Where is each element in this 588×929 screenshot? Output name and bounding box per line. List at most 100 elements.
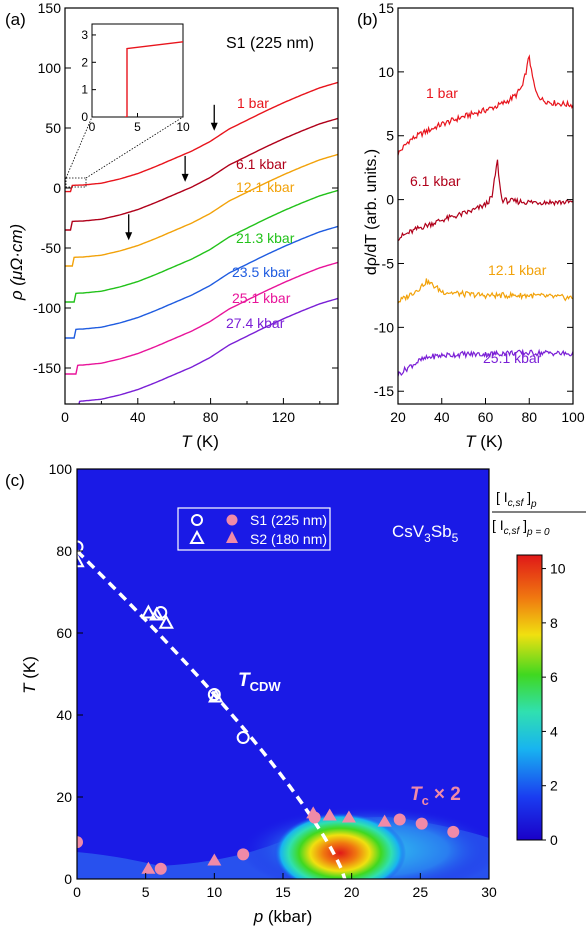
a-y-tick-label-0: -150 xyxy=(33,360,61,376)
inset-y-tick-label-0: 0 xyxy=(81,110,88,124)
panel-b-y-axis-label: dρ/dT (arb. units.) xyxy=(363,149,380,275)
resistivity-curve-2 xyxy=(65,153,338,267)
inset-y-tick-label-1: 1 xyxy=(81,83,88,97)
inset-x-tick-label-0: 0 xyxy=(89,120,96,134)
panel-a-sample-annotation: S1 (225 nm) xyxy=(226,35,314,52)
b-series-label-1: 6.1 kbar xyxy=(410,173,461,189)
b-x-tick-label-1: 40 xyxy=(434,409,450,425)
inset-x-tick-label-2: 10 xyxy=(176,120,190,134)
cb-tick-label-5: 10 xyxy=(550,561,566,577)
panel-a-series-labels: 1 bar 6.1 kbar 12.1 kbar 21.3 kbar 23.5 kbar… xyxy=(226,95,295,331)
a-series-label-0: 1 bar xyxy=(237,95,269,111)
inset-frame xyxy=(91,23,184,118)
derivative-curve-2 xyxy=(398,278,573,304)
tc-label: Tc × 2 xyxy=(410,784,461,808)
c-x-tick-label-2: 10 xyxy=(207,884,223,900)
panel-b-series xyxy=(398,54,573,377)
panel-c-legend: S1 (225 nm) S2 (180 nm) xyxy=(177,507,331,551)
tc-s1-point-5 xyxy=(415,817,428,830)
cb-tick-label-0: 0 xyxy=(550,832,558,848)
panel-a-frame xyxy=(64,7,339,405)
a-series-label-6: 27.4 kbar xyxy=(226,315,285,331)
legend-s1-open-circle xyxy=(191,514,203,526)
inset-y-tick-label-3: 3 xyxy=(81,28,88,42)
a-x-tick-label-3: 120 xyxy=(272,409,296,425)
tc-s1-point-2 xyxy=(237,848,250,861)
panel-c-markers xyxy=(77,540,460,875)
c-y-tick-label-2: 40 xyxy=(56,707,72,723)
a-series-label-5: 25.1 kbar xyxy=(232,290,291,306)
tcdw-label: TCDW xyxy=(238,670,281,694)
tc-s2-point-5 xyxy=(377,814,392,827)
a-y-tick-label-6: 150 xyxy=(38,0,62,16)
panel-b: (b) 20 40 60 80 100 -15 -10 -5 0 5 10 15 1 bar 6.1 k… xyxy=(357,0,585,451)
legend-s2-open-triangle xyxy=(189,529,205,544)
a-series-label-4: 23.5 kbar xyxy=(232,264,291,280)
inset-connector-right xyxy=(85,116,184,179)
colorbar-gradient xyxy=(516,554,543,841)
tcdw-s2-point-3 xyxy=(158,614,174,629)
a-x-tick-label-0: 0 xyxy=(61,409,69,425)
tc-s1-point-6 xyxy=(447,825,460,838)
c-y-tick-label-5: 100 xyxy=(49,461,73,477)
a-y-tick-label-1: -100 xyxy=(33,300,61,316)
b-series-label-3: 25.1 kbar xyxy=(483,350,542,366)
legend-s1-filled-circle xyxy=(226,514,238,526)
heatmap-hotspot xyxy=(274,813,406,879)
panel-c-y-axis-label: T (K) xyxy=(20,656,39,694)
b-x-tick-label-3: 80 xyxy=(521,409,537,425)
tc-s2-point-3 xyxy=(322,808,337,821)
c-x-tick-label-5: 25 xyxy=(413,884,429,900)
tcdw-s2-point-0 xyxy=(77,553,85,568)
cdw-arrow-head-0 xyxy=(210,122,218,131)
panel-c-x-axis-label: p (kbar) xyxy=(253,907,313,926)
b-y-tick-label-5: 10 xyxy=(378,64,394,80)
tcdw-s2-point-2 xyxy=(148,606,165,621)
legend-s2-label: S2 (180 nm) xyxy=(250,531,327,547)
tcdw-s2-point-4 xyxy=(208,688,224,703)
cdw-arrow-head-2 xyxy=(125,232,133,241)
c-y-tick-label-0: 0 xyxy=(64,871,72,887)
cb-tick-label-2: 4 xyxy=(550,723,558,739)
cdw-fit-curve xyxy=(77,549,347,879)
panel-b-axes: 20 40 60 80 100 -15 -10 -5 0 5 10 15 xyxy=(374,0,585,425)
resistivity-curve-5 xyxy=(65,261,338,375)
tc-s2-point-1 xyxy=(207,853,222,866)
a-y-tick-label-5: 100 xyxy=(38,60,62,76)
inset-connector-left xyxy=(65,116,93,179)
panel-a-x-axis-label: T (K) xyxy=(181,432,219,451)
resistivity-curve-6 xyxy=(78,297,338,404)
b-y-tick-label-2: -5 xyxy=(382,255,395,271)
panel-a-inset: 0 5 10 0 1 2 3 xyxy=(81,23,190,134)
cdw-fit-line xyxy=(77,549,347,879)
tc-s1-point-0 xyxy=(77,836,83,849)
panel-c-heatmap xyxy=(77,469,489,879)
tc-s1-point-4 xyxy=(393,813,406,826)
b-y-tick-label-6: 15 xyxy=(378,0,394,16)
panel-a-y-axis-label: ρ (μΩ·cm) xyxy=(7,224,26,301)
c-y-tick-label-1: 20 xyxy=(56,789,72,805)
inset-axes: 0 5 10 0 1 2 3 xyxy=(81,28,190,134)
c-x-tick-label-0: 0 xyxy=(73,884,81,900)
tc-s2-point-4 xyxy=(341,810,356,823)
cdw-arrow-head-1 xyxy=(181,173,189,182)
b-x-tick-label-4: 100 xyxy=(561,409,585,425)
inset-zoom-box xyxy=(65,177,87,188)
legend-s2-filled-triangle xyxy=(226,531,238,543)
derivative-curve-0 xyxy=(398,54,573,156)
c-y-tick-label-4: 80 xyxy=(56,543,72,559)
tcdw-s1-point-3 xyxy=(236,731,250,745)
c-x-tick-label-6: 30 xyxy=(481,884,497,900)
derivative-curve-3 xyxy=(398,348,573,377)
c-x-tick-label-3: 15 xyxy=(275,884,291,900)
colorbar: [ Ic,sf ]p [ Ic,sf ]p = 0 0 2 4 6 8 10 xyxy=(492,489,586,848)
panel-c-label: (c) xyxy=(5,471,25,490)
a-y-tick-label-3: 0 xyxy=(53,180,61,196)
b-series-label-2: 12.1 kbar xyxy=(488,262,547,278)
a-y-tick-label-2: -50 xyxy=(41,240,61,256)
cb-tick-label-1: 2 xyxy=(550,778,558,794)
inset-curve xyxy=(124,41,183,117)
cb-tick-label-4: 8 xyxy=(550,615,558,631)
